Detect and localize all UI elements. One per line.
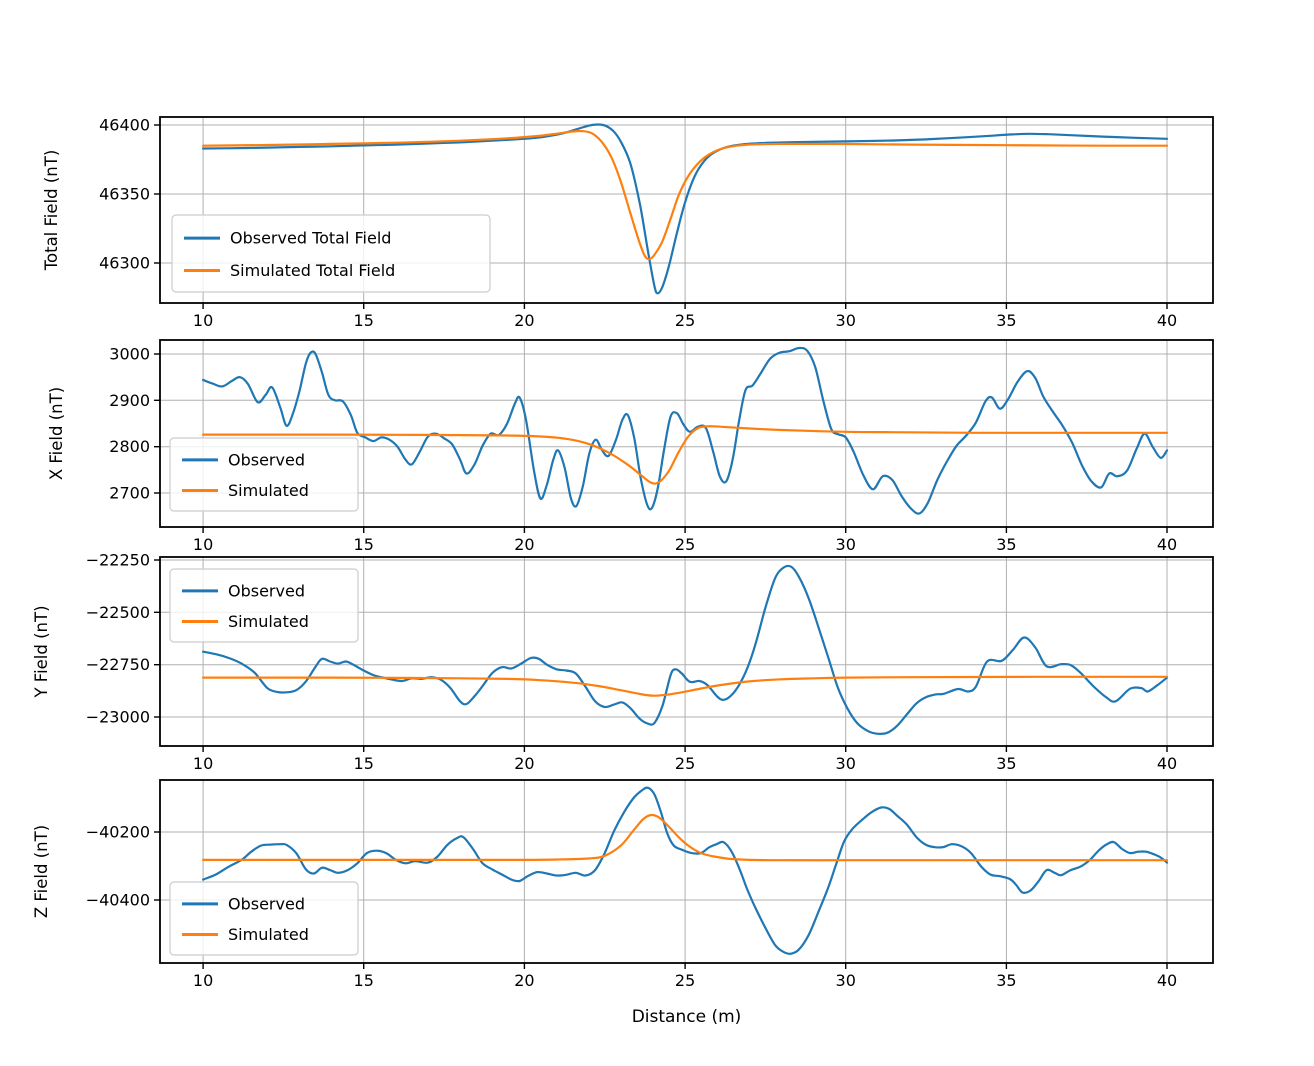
z-field-y-axis: −40200 −40400 — [86, 823, 160, 910]
total-field-y-axis: 46400 46350 46300 — [99, 116, 160, 273]
total-field-xtick-label: 40 — [1157, 311, 1177, 330]
x-field-xtick-label: 30 — [836, 535, 856, 554]
y-field-legend-observed-label: Observed — [228, 581, 305, 600]
z-field-simulated-line — [202, 813, 1169, 862]
y-field-observed-line — [202, 564, 1169, 735]
z-field-legend: Observed Simulated — [169, 881, 359, 956]
x-field-xtick-label: 10 — [193, 535, 213, 554]
total-field-xtick-label: 10 — [193, 311, 213, 330]
y-field-simulated-line — [202, 675, 1169, 697]
z-field-ytick-label: −40400 — [86, 891, 150, 910]
total-field-xtick-label: 15 — [354, 311, 374, 330]
total-field-x-axis: 10 15 20 25 30 35 40 — [193, 303, 1177, 330]
total-field-legend: Observed Total Field Simulated Total Fiel… — [171, 214, 491, 293]
x-field-legend: Observed Simulated — [169, 437, 359, 512]
z-field-xtick-label: 40 — [1157, 971, 1177, 990]
y-field-xtick-label: 40 — [1157, 754, 1177, 773]
z-field-xtick-label: 20 — [514, 971, 534, 990]
y-field-ytick-label: −22750 — [86, 655, 150, 674]
y-field-xtick-label: 25 — [675, 754, 695, 773]
x-field-x-axis: 10 15 20 25 30 35 40 — [193, 527, 1177, 554]
x-field-legend-observed-label: Observed — [228, 450, 305, 469]
z-field-ytick-label: −40200 — [86, 823, 150, 842]
xlabel: Distance (m) — [632, 1007, 742, 1027]
x-field-ylabel: X Field (nT) — [47, 387, 66, 480]
total-field-legend-box — [171, 214, 491, 293]
x-field-ytick-label: 2700 — [109, 484, 150, 503]
y-field-ytick-label: −22500 — [86, 603, 150, 622]
z-field-xtick-label: 35 — [996, 971, 1016, 990]
panel-total-field: 10 15 20 25 30 35 40 46400 46350 46300 Total Field… — [42, 116, 1214, 330]
total-field-ytick-label: 46300 — [99, 254, 150, 273]
x-field-legend-box — [169, 437, 359, 512]
y-field-x-axis: 10 15 20 25 30 35 40 — [193, 746, 1177, 773]
y-field-xtick-label: 20 — [514, 754, 534, 773]
y-field-spines — [159, 556, 1214, 747]
total-field-ylabel: Total Field (nT) — [42, 150, 61, 272]
x-field-observed-line — [202, 346, 1169, 515]
total-field-xtick-label: 30 — [836, 311, 856, 330]
panel-x-field: 10 15 20 25 30 35 40 3000 2900 2800 2700 X Field (n… — [47, 339, 1214, 554]
z-field-legend-simulated-label: Simulated — [228, 925, 309, 944]
y-field-xtick-label: 15 — [354, 754, 374, 773]
total-field-legend-simulated-label: Simulated Total Field — [230, 261, 395, 280]
z-field-legend-observed-label: Observed — [228, 894, 305, 913]
y-field-legend-simulated-label: Simulated — [228, 612, 309, 631]
x-field-xtick-label: 20 — [514, 535, 534, 554]
z-field-xtick-label: 10 — [193, 971, 213, 990]
x-field-ytick-label: 3000 — [109, 345, 150, 364]
y-field-xtick-label: 35 — [996, 754, 1016, 773]
y-field-y-axis: −22250 −22500 −22750 −23000 — [86, 551, 160, 727]
y-field-legend-box — [169, 568, 359, 643]
z-field-xtick-label: 15 — [354, 971, 374, 990]
y-field-ytick-label: −22250 — [86, 551, 150, 570]
total-field-observed-line — [202, 123, 1169, 295]
x-field-simulated-line — [202, 425, 1169, 485]
total-field-xtick-label: 35 — [996, 311, 1016, 330]
z-field-spines — [159, 779, 1214, 964]
y-field-ytick-label: −23000 — [86, 708, 150, 727]
x-field-xtick-label: 15 — [354, 535, 374, 554]
z-field-ylabel: Z Field (nT) — [32, 825, 51, 918]
total-field-ytick-label: 46400 — [99, 116, 150, 135]
z-field-xtick-label: 30 — [836, 971, 856, 990]
total-field-spines — [159, 116, 1214, 304]
total-field-xtick-label: 20 — [514, 311, 534, 330]
x-field-legend-simulated-label: Simulated — [228, 481, 309, 500]
total-field-ytick-label: 46350 — [99, 185, 150, 204]
z-field-observed-line — [202, 786, 1169, 955]
y-field-xtick-label: 30 — [836, 754, 856, 773]
panel-z-field: 10 15 20 25 30 35 40 −40200 −40400 Z Field (nT) Ob… — [32, 779, 1214, 990]
x-field-spines — [159, 339, 1214, 528]
z-field-xtick-label: 25 — [675, 971, 695, 990]
x-field-xtick-label: 35 — [996, 535, 1016, 554]
total-field-xtick-label: 25 — [675, 311, 695, 330]
z-field-x-axis: 10 15 20 25 30 35 40 — [193, 963, 1177, 990]
x-field-ytick-label: 2800 — [109, 437, 150, 456]
total-field-simulated-line — [202, 129, 1169, 261]
y-field-legend: Observed Simulated — [169, 568, 359, 643]
x-field-y-axis: 3000 2900 2800 2700 — [109, 345, 160, 503]
z-field-legend-box — [169, 881, 359, 956]
panel-y-field: 10 15 20 25 30 35 40 −22250 −22500 −22750 −23000 Y … — [32, 551, 1214, 773]
x-field-xtick-label: 40 — [1157, 535, 1177, 554]
x-field-xtick-label: 25 — [675, 535, 695, 554]
x-field-ytick-label: 2900 — [109, 391, 150, 410]
total-field-legend-observed-label: Observed Total Field — [230, 229, 391, 248]
y-field-xtick-label: 10 — [193, 754, 213, 773]
y-field-ylabel: Y Field (nT) — [32, 605, 51, 698]
